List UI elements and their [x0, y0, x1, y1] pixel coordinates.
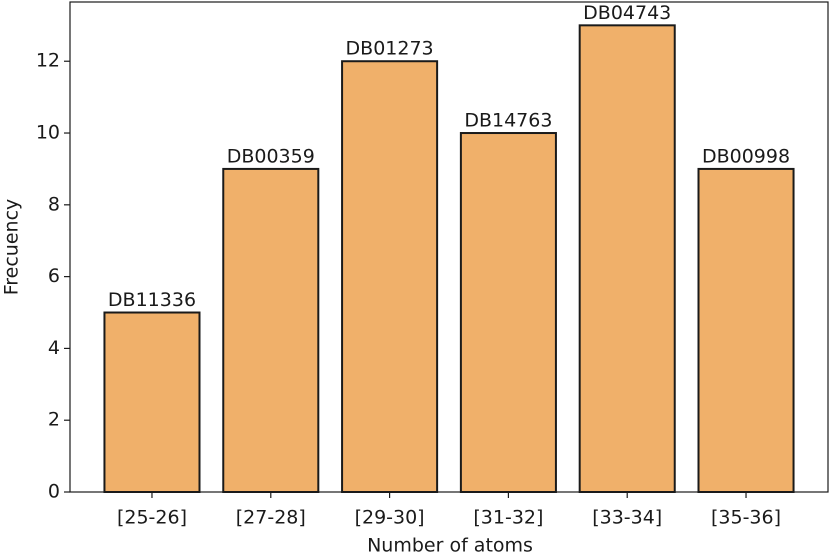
y-tick-label: 10 — [36, 122, 60, 144]
y-tick-label: 8 — [48, 193, 60, 215]
bar — [103, 311, 201, 493]
x-tick-label: [29-30] — [355, 507, 425, 529]
bar — [222, 167, 320, 494]
y-tick-label: 12 — [36, 50, 60, 72]
bar — [697, 167, 795, 494]
x-tick-label: [35-36] — [711, 507, 781, 529]
y-tick-label: 2 — [48, 409, 60, 431]
bar-label: DB04743 — [583, 2, 671, 24]
y-tick-label: 6 — [48, 265, 60, 287]
x-tick-label: [31-32] — [473, 507, 543, 529]
y-tick-label: 4 — [48, 337, 60, 359]
bar — [459, 132, 557, 493]
x-tick-label: [27-28] — [236, 507, 306, 529]
y-tick-label: 0 — [48, 481, 60, 503]
plot-frame — [69, 1, 829, 493]
bar — [578, 24, 676, 493]
y-axis-label: Frecuency — [1, 199, 23, 296]
x-tick-label: [33-34] — [592, 507, 662, 529]
bar-label: DB11336 — [108, 289, 196, 311]
bar — [341, 60, 439, 493]
bar-label: DB00998 — [702, 145, 790, 167]
x-axis-label: Number of atoms — [367, 535, 533, 557]
x-tick-label: [25-26] — [117, 507, 187, 529]
bar-label: DB00359 — [227, 145, 315, 167]
bar-label: DB01273 — [346, 38, 434, 60]
bar-label: DB14763 — [464, 110, 552, 132]
